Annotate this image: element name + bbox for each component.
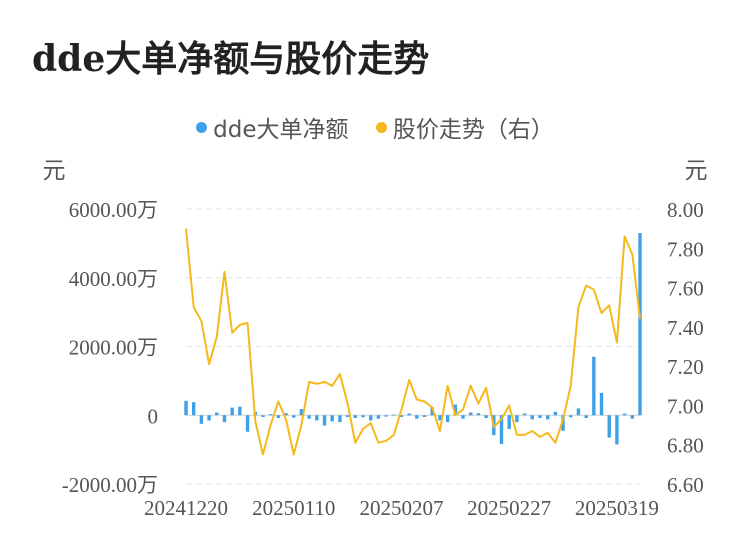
bar bbox=[469, 412, 473, 416]
bar bbox=[615, 415, 619, 445]
bar bbox=[492, 415, 496, 436]
left-tick-label: -2000.00万 bbox=[62, 473, 158, 497]
bar bbox=[522, 413, 527, 416]
bar bbox=[191, 402, 196, 416]
bar bbox=[207, 415, 211, 421]
x-tick-label: 20250110 bbox=[252, 496, 335, 520]
legend-label-price: 股价走势（右） bbox=[392, 117, 554, 143]
bar bbox=[253, 411, 257, 416]
bar bbox=[622, 413, 627, 416]
legend-label-dde: dde大单净额 bbox=[213, 117, 349, 143]
bar bbox=[384, 415, 388, 417]
bar bbox=[238, 406, 242, 416]
right-tick-label: 7.20 bbox=[667, 355, 704, 379]
bar bbox=[607, 415, 611, 438]
bar bbox=[430, 407, 434, 416]
bar bbox=[345, 415, 350, 417]
legend-dot-blue-icon bbox=[196, 121, 208, 133]
bar bbox=[184, 400, 188, 416]
bar bbox=[392, 414, 396, 416]
legend-item-price[interactable]: 股价走势（右） bbox=[375, 110, 554, 144]
bar bbox=[276, 415, 281, 418]
bar bbox=[215, 412, 219, 416]
bar bbox=[561, 415, 565, 431]
bar bbox=[199, 415, 204, 424]
price-line bbox=[185, 228, 641, 456]
bar bbox=[353, 415, 357, 418]
right-tick-label: 7.40 bbox=[667, 316, 704, 340]
bar bbox=[507, 415, 511, 429]
bar bbox=[576, 408, 581, 416]
left-tick-label: 0 bbox=[148, 404, 159, 428]
bar bbox=[553, 411, 558, 416]
bar bbox=[315, 415, 319, 421]
bar bbox=[299, 409, 304, 416]
right-tick-label: 6.80 bbox=[667, 434, 704, 458]
x-tick-label: 20250227 bbox=[467, 496, 551, 520]
chart-title: dde大单净额与股价走势 bbox=[32, 38, 430, 80]
bar bbox=[415, 415, 419, 419]
bar bbox=[638, 233, 642, 416]
right-tick-label: 7.00 bbox=[667, 394, 704, 418]
bar bbox=[292, 415, 296, 418]
bar bbox=[461, 415, 465, 419]
bar bbox=[422, 415, 427, 417]
bar bbox=[399, 415, 404, 417]
x-tick-label: 20241220 bbox=[144, 496, 228, 520]
bar bbox=[445, 415, 450, 423]
bar bbox=[569, 415, 573, 418]
bar bbox=[230, 407, 234, 416]
bar bbox=[438, 415, 442, 421]
bar bbox=[538, 415, 542, 418]
bar bbox=[222, 415, 227, 423]
bar bbox=[515, 415, 519, 423]
bar bbox=[261, 415, 265, 417]
legend: dde大单净额 股价走势（右） bbox=[0, 110, 750, 144]
x-tick-label: 20250207 bbox=[359, 496, 443, 520]
legend-item-dde[interactable]: dde大单净额 bbox=[196, 110, 349, 144]
left-tick-label: 4000.00万 bbox=[69, 267, 158, 291]
bar bbox=[499, 415, 504, 445]
right-tick-label: 8.00 bbox=[667, 198, 704, 222]
bar bbox=[330, 415, 334, 422]
left-axis-unit: 元 bbox=[43, 158, 66, 183]
bar bbox=[484, 415, 488, 418]
right-axis-unit: 元 bbox=[685, 158, 708, 183]
bar bbox=[338, 415, 342, 423]
bar bbox=[630, 415, 635, 419]
bar bbox=[530, 415, 534, 420]
bar bbox=[322, 415, 327, 426]
left-tick-label: 6000.00万 bbox=[69, 198, 158, 222]
bar bbox=[376, 415, 381, 419]
legend-dot-yellow-icon bbox=[375, 121, 387, 133]
bar bbox=[407, 413, 411, 416]
bar bbox=[592, 356, 596, 416]
bar bbox=[476, 413, 481, 416]
bar bbox=[453, 404, 458, 416]
bar bbox=[307, 415, 311, 419]
bar bbox=[245, 415, 250, 432]
bar bbox=[545, 415, 550, 420]
x-tick-label: 20250319 bbox=[575, 496, 659, 520]
left-tick-label: 2000.00万 bbox=[69, 336, 158, 360]
bar bbox=[584, 415, 588, 418]
bar bbox=[361, 415, 365, 418]
right-tick-label: 7.80 bbox=[667, 237, 704, 261]
bar bbox=[268, 414, 273, 416]
right-tick-label: 7.60 bbox=[667, 277, 704, 301]
right-tick-label: 6.60 bbox=[667, 473, 704, 497]
bar bbox=[368, 415, 373, 421]
bar bbox=[599, 392, 604, 416]
bar bbox=[284, 413, 288, 416]
